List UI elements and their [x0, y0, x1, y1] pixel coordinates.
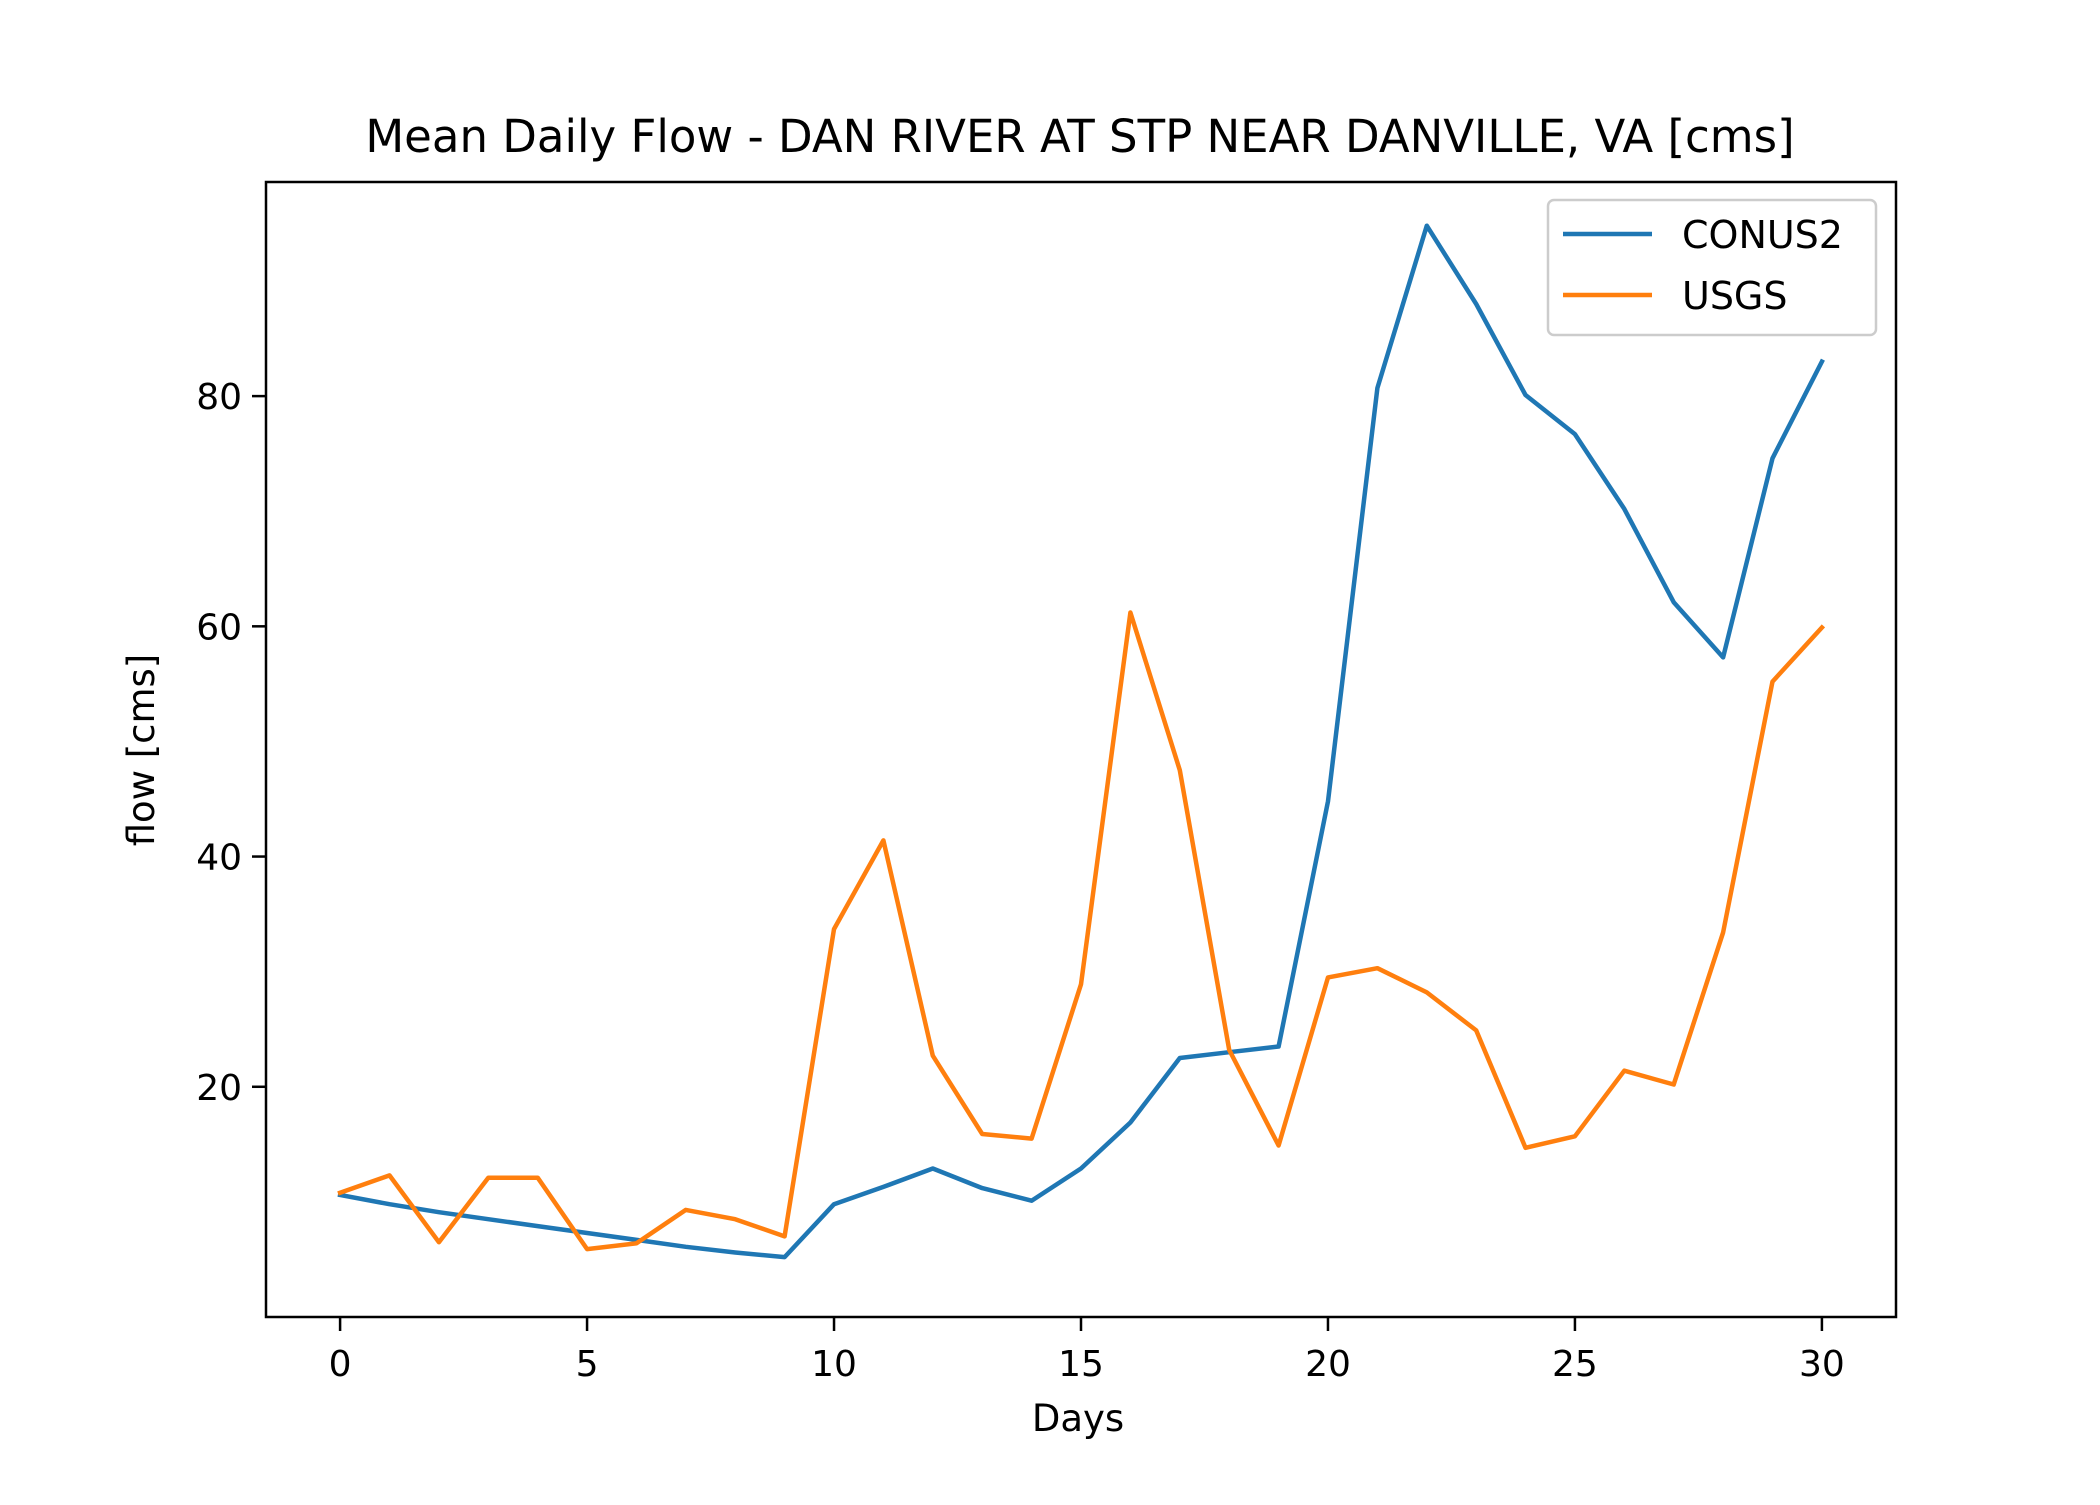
- legend-label-conus2: CONUS2: [1682, 213, 1843, 257]
- y-tick-label: 60: [196, 607, 242, 648]
- y-axis-ticks: 20 40 60 80: [196, 377, 266, 1109]
- y-tick-label: 80: [196, 377, 242, 418]
- legend: CONUS2 USGS: [1546, 198, 1878, 337]
- x-axis-label: Days: [1032, 1397, 1124, 1440]
- x-tick-label: 10: [811, 1344, 857, 1385]
- x-tick-label: 15: [1058, 1344, 1104, 1385]
- x-tick-label: 20: [1305, 1344, 1351, 1385]
- legend-label-usgs: USGS: [1682, 274, 1788, 318]
- series-line-conus2: [337, 223, 1825, 1260]
- x-axis-ticks: 0 5 10 15 20 25 30: [329, 1317, 1845, 1385]
- x-tick-label: 30: [1799, 1344, 1845, 1385]
- x-tick-label: 5: [576, 1344, 599, 1385]
- y-axis-label: flow [cms]: [120, 654, 163, 847]
- x-tick-label: 25: [1552, 1344, 1598, 1385]
- y-tick-label: 20: [196, 1068, 242, 1109]
- y-tick-label: 40: [196, 838, 242, 879]
- series-line-usgs: [337, 610, 1826, 1252]
- series-layer: [337, 223, 1826, 1260]
- chart-title: Mean Daily Flow - DAN RIVER AT STP NEAR …: [365, 110, 1794, 163]
- x-tick-label: 0: [329, 1344, 352, 1385]
